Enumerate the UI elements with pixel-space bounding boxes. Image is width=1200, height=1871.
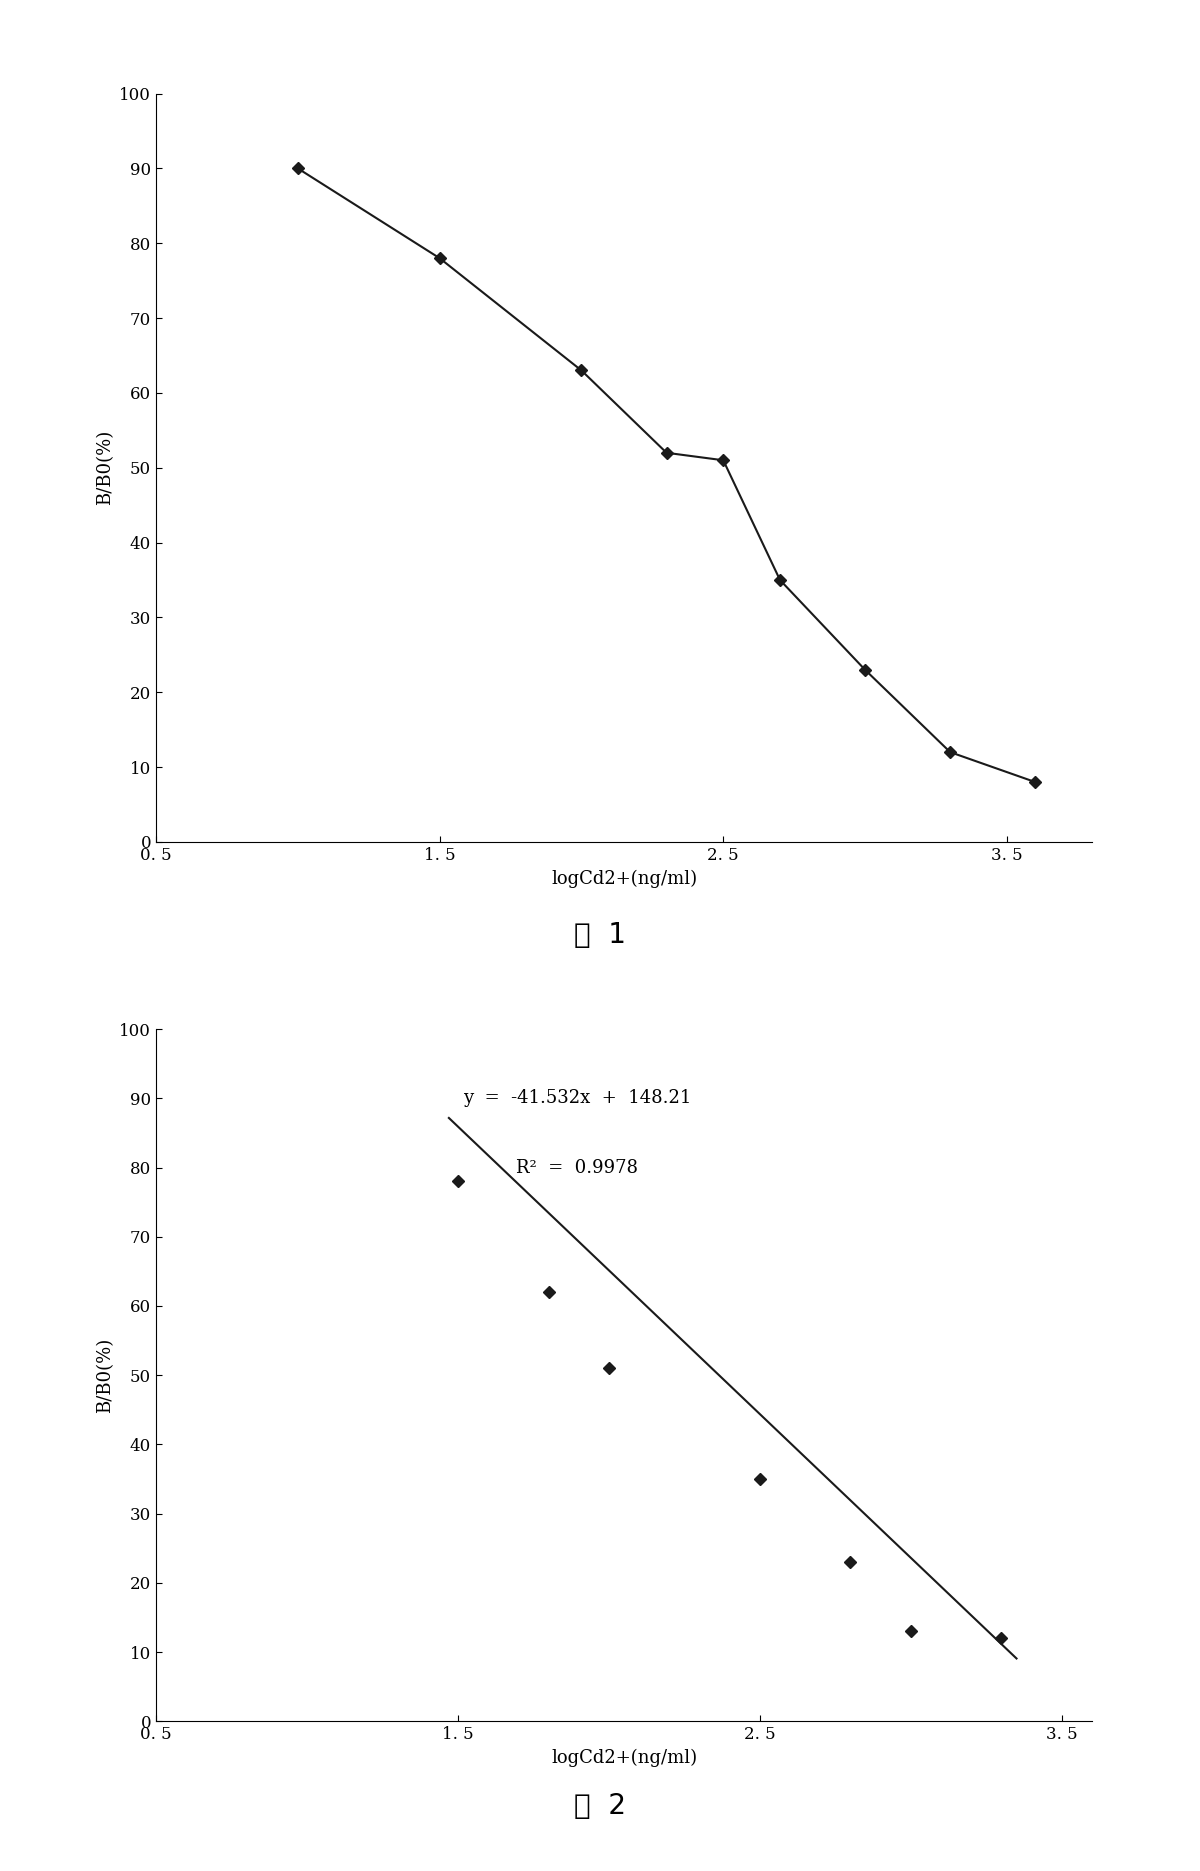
X-axis label: logCd2+(ng/ml): logCd2+(ng/ml) bbox=[551, 870, 697, 887]
Y-axis label: B/B0(%): B/B0(%) bbox=[96, 1338, 114, 1413]
Y-axis label: B/B0(%): B/B0(%) bbox=[96, 430, 114, 505]
Text: R²  =  0.9978: R² = 0.9978 bbox=[516, 1158, 638, 1177]
Text: 图  2: 图 2 bbox=[574, 1792, 626, 1819]
Text: 图  1: 图 1 bbox=[574, 922, 626, 949]
X-axis label: logCd2+(ng/ml): logCd2+(ng/ml) bbox=[551, 1749, 697, 1766]
Text: y  =  -41.532x  +  148.21: y = -41.532x + 148.21 bbox=[463, 1089, 691, 1108]
